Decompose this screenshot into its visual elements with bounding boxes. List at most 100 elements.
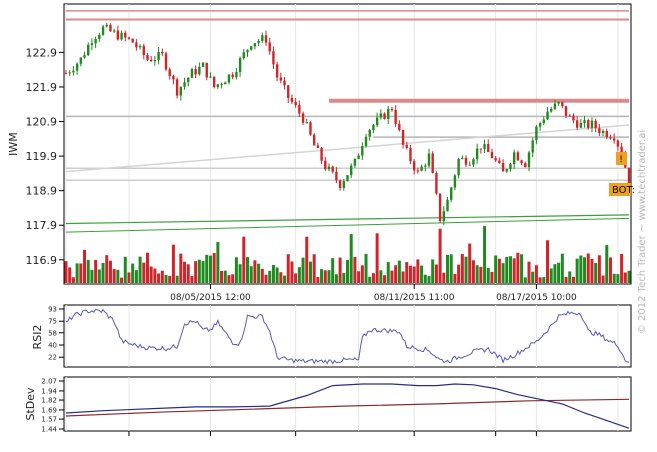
candle-body — [542, 119, 546, 124]
volume-bar — [223, 270, 227, 283]
candle-body — [324, 160, 327, 170]
volume-bar — [71, 277, 75, 283]
candle-body — [168, 69, 171, 77]
volume-bar — [331, 258, 335, 283]
candle-body — [272, 51, 275, 65]
candle-body — [416, 170, 420, 172]
candle-body — [261, 35, 264, 41]
volume-bar — [431, 259, 435, 283]
price-badge-bottom[interactable]: BOT: — [609, 183, 635, 196]
candle-body — [249, 46, 253, 50]
volume-bar — [553, 264, 557, 283]
candle-body — [590, 120, 594, 128]
volume-bar — [346, 259, 349, 283]
candle-body — [446, 199, 449, 212]
volume-bar — [194, 261, 198, 283]
volume-bar — [179, 253, 183, 283]
volume-bar — [271, 264, 275, 283]
candle-body — [561, 101, 564, 107]
volume-bar — [153, 268, 157, 283]
volume-bar — [264, 274, 268, 283]
volume-bar — [257, 263, 261, 283]
candle-body — [301, 113, 305, 123]
volume-bar — [286, 254, 290, 283]
volume-bar — [308, 261, 312, 283]
volume-bar — [542, 277, 546, 283]
volume-bar — [112, 269, 116, 283]
badge-bottom-text: BOT: — [612, 185, 635, 196]
candle-body — [112, 30, 116, 32]
volume-bar — [471, 260, 475, 283]
candle-body — [627, 167, 631, 185]
candle-body — [220, 84, 223, 86]
volume-bar — [134, 270, 138, 283]
volume-bar — [527, 261, 531, 283]
volume-bar — [208, 255, 212, 283]
candle-body — [105, 24, 108, 27]
volume-bar — [231, 274, 235, 283]
volume-bar — [460, 254, 464, 283]
candle-body — [498, 160, 501, 163]
volume-bar — [405, 262, 409, 283]
candle-body — [253, 43, 257, 47]
candle-body — [187, 77, 190, 83]
candle-body — [268, 42, 271, 52]
volume-bar — [620, 253, 624, 283]
volume-bar — [145, 252, 149, 283]
candle-body — [505, 169, 508, 172]
candle-body — [198, 66, 201, 75]
volume-bar — [120, 277, 124, 283]
candle-body — [509, 164, 512, 170]
candle-body — [335, 171, 338, 181]
volume-bar — [338, 257, 342, 283]
candle-body — [538, 123, 542, 127]
volume-bar — [386, 262, 390, 283]
volume-bar — [168, 275, 172, 283]
candle-body — [279, 77, 283, 81]
volume-bar — [523, 277, 527, 283]
trend-line-green — [65, 214, 630, 225]
volume-bar — [123, 256, 127, 283]
rsi-line — [65, 308, 630, 365]
candle-body — [238, 58, 242, 73]
rsi-frame — [63, 304, 632, 368]
trend-line-green — [65, 217, 630, 233]
candle-body — [464, 157, 468, 165]
volume-bar — [160, 270, 164, 283]
candle-body — [553, 103, 557, 109]
candle-body — [368, 130, 371, 137]
volume-bar — [438, 228, 442, 283]
candle-body — [361, 146, 364, 156]
candle-body — [583, 120, 586, 123]
volume-bar — [401, 271, 405, 283]
volume-bar — [564, 276, 568, 283]
rsi-y-ticks: 93 75 58 40 22 — [48, 306, 64, 362]
candle-body — [164, 53, 168, 70]
badge-top-bg — [616, 152, 627, 165]
candle-body — [405, 144, 408, 148]
badge-bottom-bg — [609, 183, 631, 196]
candle-body — [183, 82, 186, 87]
stdev-gridlines — [65, 377, 619, 431]
volume-bar — [483, 226, 487, 283]
candle-body — [546, 111, 549, 120]
volume-bar — [190, 275, 194, 283]
rsi-y-tick-label: 75 — [48, 318, 57, 326]
candle-body — [375, 117, 379, 126]
candle-body — [179, 86, 183, 96]
x-date-label: 08/11/2015 11:00 — [374, 293, 455, 303]
volume-bar — [68, 267, 72, 283]
volume-bar — [516, 252, 520, 283]
candle-body — [409, 147, 412, 162]
volume-bar — [238, 264, 242, 283]
candle-body — [138, 45, 142, 48]
candle-body — [501, 162, 505, 172]
volume-bar — [583, 257, 587, 283]
volume-bar — [379, 270, 383, 283]
stdev-y-tick-label: 1.57 — [41, 416, 57, 424]
candle-body — [216, 84, 220, 88]
stdev-y-tick-label: 1.69 — [41, 406, 57, 414]
candle-body — [131, 38, 134, 43]
price-badge-top[interactable]: ! — [616, 152, 627, 165]
